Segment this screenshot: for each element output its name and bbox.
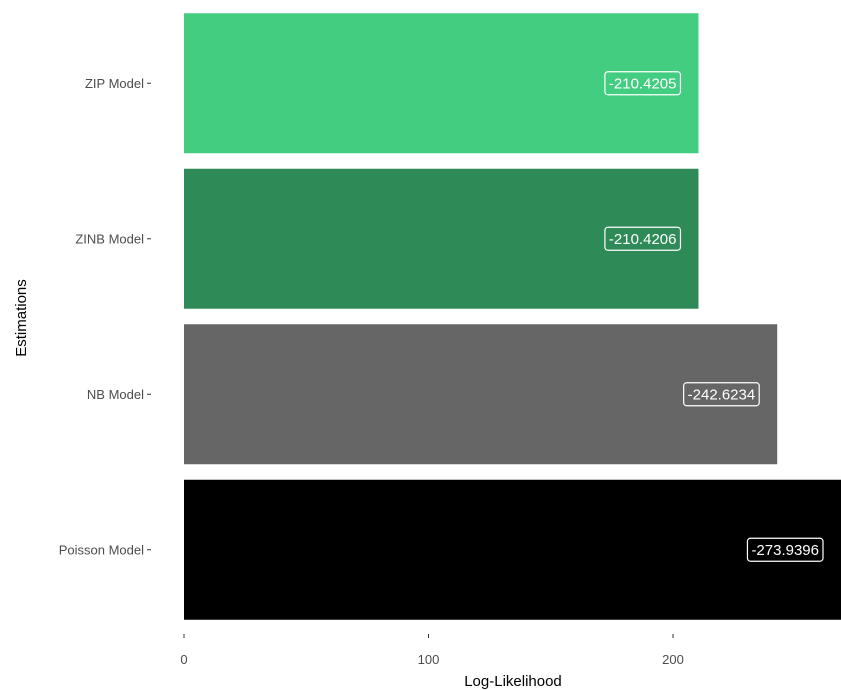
bar-poisson-model bbox=[184, 479, 841, 620]
value-label-text: -210.4205 bbox=[609, 75, 677, 92]
value-label-nb-model: -242.6234 bbox=[683, 382, 760, 407]
x-tick-label-200: 200 bbox=[662, 652, 684, 667]
value-label-text: -273.9396 bbox=[751, 542, 819, 559]
value-label-zip-model: -210.4205 bbox=[604, 71, 682, 96]
y-axis-title: Estimations bbox=[13, 279, 30, 357]
x-tick-label-0: 0 bbox=[180, 652, 187, 667]
value-label-box bbox=[683, 382, 760, 407]
value-label-zinb-model: -210.4206 bbox=[604, 226, 682, 251]
bar-nb-model bbox=[184, 324, 778, 465]
value-labels-group: -273.9396 -242.6234 -210.4206 -210.4205 bbox=[604, 71, 824, 562]
y-axis: Poisson Model NB Model ZINB Model ZIP Model bbox=[59, 76, 151, 557]
y-tick-label-zip-model: ZIP Model bbox=[85, 76, 144, 91]
bar-zip-model bbox=[184, 13, 699, 154]
value-label-text: -242.6234 bbox=[688, 386, 756, 403]
x-axis-title: Log-Likelihood bbox=[464, 673, 562, 690]
y-tick-label-zinb-model: ZINB Model bbox=[75, 231, 144, 246]
x-axis: 0 100 200 bbox=[180, 634, 684, 667]
value-label-box bbox=[604, 71, 682, 96]
y-tick-label-nb-model: NB Model bbox=[87, 387, 144, 402]
bars-group bbox=[184, 13, 841, 620]
value-label-box bbox=[604, 226, 682, 251]
value-label-text: -210.4206 bbox=[609, 231, 677, 248]
y-tick-label-poisson-model: Poisson Model bbox=[59, 542, 144, 557]
x-tick-label-100: 100 bbox=[418, 652, 440, 667]
value-label-box bbox=[746, 537, 824, 562]
value-label-poisson-model: -273.9396 bbox=[746, 537, 824, 562]
bar-zinb-model bbox=[184, 168, 699, 309]
